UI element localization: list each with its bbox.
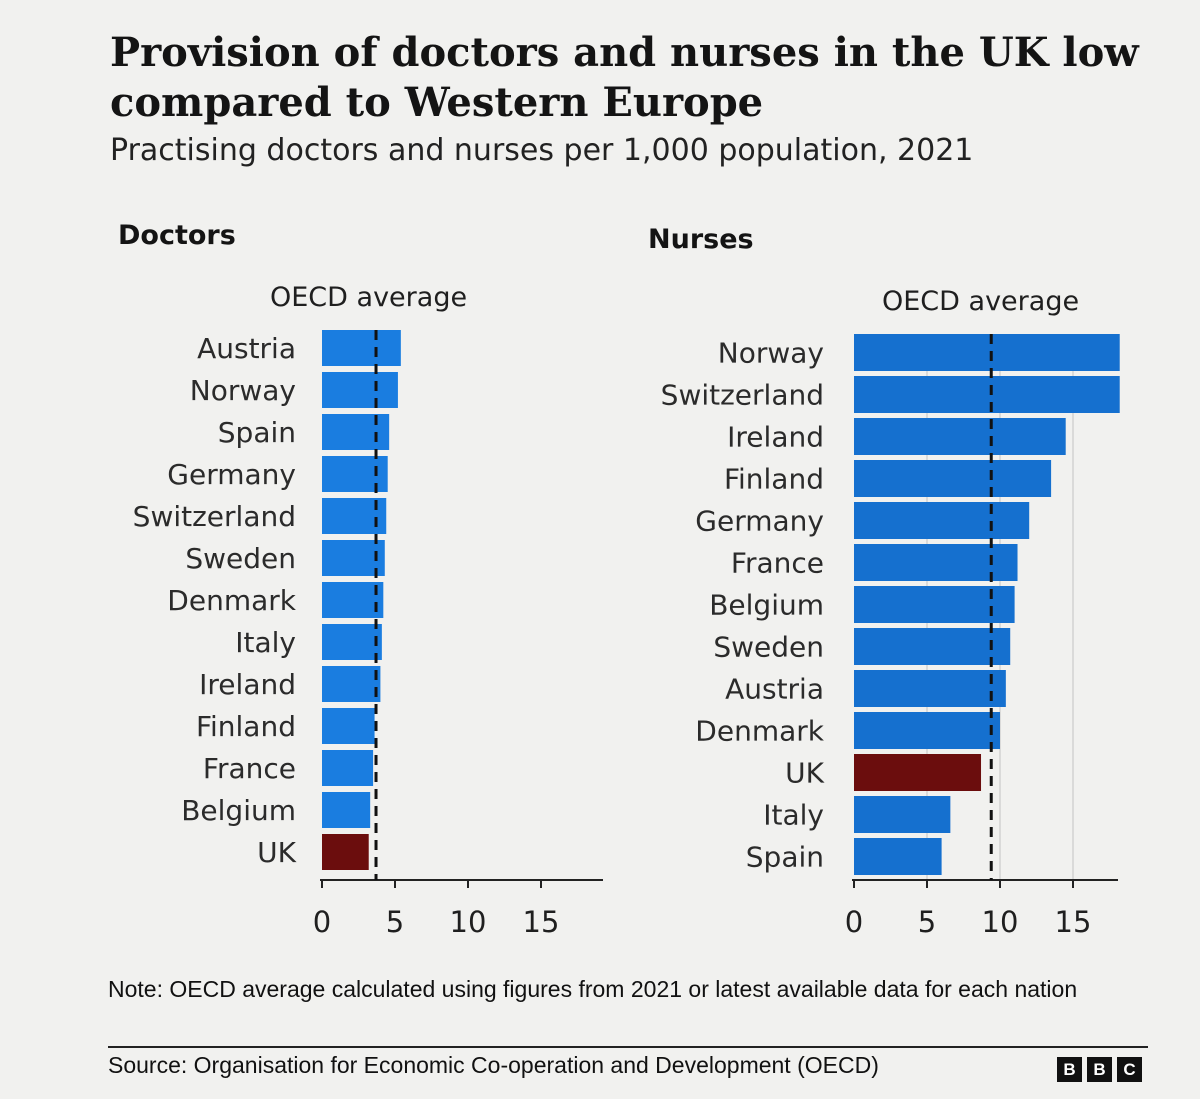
doctors-bar-france <box>322 750 374 786</box>
doctors-label-norway: Norway <box>190 374 296 407</box>
doctors-bar-finland <box>322 708 375 744</box>
doctors-bar-belgium <box>322 792 371 828</box>
nurses-panel-title: Nurses <box>648 224 754 255</box>
nurses-bar-uk <box>854 754 982 791</box>
doctors-bar-denmark <box>322 582 384 618</box>
nurses-label-austria: Austria <box>725 673 824 706</box>
nurses-label-uk: UK <box>785 757 824 790</box>
doctors-x-tick-label: 5 <box>386 905 404 939</box>
nurses-x-tick-label: 15 <box>1055 905 1092 939</box>
nurses-label-switzerland: Switzerland <box>661 379 824 412</box>
doctors-oecd-average-label: OECD average <box>270 282 467 313</box>
nurses-label-italy: Italy <box>763 799 824 832</box>
chart-note: Note: OECD average calculated using figu… <box>108 976 1078 1002</box>
bbc-logo-letter: B <box>1057 1057 1082 1082</box>
bbc-logo: B B C <box>1057 1057 1142 1082</box>
nurses-label-spain: Spain <box>746 841 824 874</box>
doctors-label-denmark: Denmark <box>167 584 296 617</box>
nurses-bar-ireland <box>854 418 1066 455</box>
nurses-bar-finland <box>854 460 1052 497</box>
nurses-label-france: France <box>731 547 824 580</box>
doctors-bar-ireland <box>322 666 381 702</box>
nurses-label-sweden: Sweden <box>713 631 824 664</box>
doctors-x-tick-label: 15 <box>523 905 560 939</box>
nurses-bar-sweden <box>854 628 1011 665</box>
doctors-label-germany: Germany <box>167 458 296 491</box>
bbc-logo-letter: C <box>1117 1057 1142 1082</box>
doctors-x-tick-label: 10 <box>450 905 487 939</box>
nurses-bar-norway <box>854 334 1120 371</box>
nurses-bar-france <box>854 544 1018 581</box>
nurses-x-tick-label: 5 <box>918 905 936 939</box>
doctors-label-austria: Austria <box>197 332 296 365</box>
doctors-label-sweden: Sweden <box>185 542 296 575</box>
bbc-logo-letter: B <box>1087 1057 1112 1082</box>
nurses-bar-italy <box>854 796 951 833</box>
nurses-bar-spain <box>854 838 942 875</box>
doctors-label-spain: Spain <box>218 416 296 449</box>
doctors-label-ireland: Ireland <box>199 668 296 701</box>
source-divider <box>108 1046 1148 1048</box>
nurses-label-finland: Finland <box>724 463 824 496</box>
chart-subtitle: Practising doctors and nurses per 1,000 … <box>110 133 974 168</box>
nurses-label-norway: Norway <box>718 337 824 370</box>
doctors-bar-uk <box>322 834 369 870</box>
nurses-bar-germany <box>854 502 1030 539</box>
doctors-bar-sweden <box>322 540 385 576</box>
doctors-label-italy: Italy <box>235 626 296 659</box>
doctors-label-uk: UK <box>257 836 296 869</box>
nurses-x-tick-label: 10 <box>982 905 1019 939</box>
nurses-oecd-average-label: OECD average <box>882 286 1079 317</box>
nurses-label-ireland: Ireland <box>727 421 824 454</box>
nurses-bar-denmark <box>854 712 1000 749</box>
doctors-bar-austria <box>322 330 401 366</box>
doctors-x-tick-label: 0 <box>313 905 331 939</box>
nurses-label-belgium: Belgium <box>709 589 824 622</box>
nurses-label-germany: Germany <box>695 505 824 538</box>
nurses-bar-austria <box>854 670 1006 707</box>
doctors-bar-spain <box>322 414 390 450</box>
nurses-label-denmark: Denmark <box>695 715 824 748</box>
doctors-panel-title: Doctors <box>118 220 236 251</box>
chart-source: Source: Organisation for Economic Co-ope… <box>108 1052 879 1078</box>
nurses-bar-switzerland <box>854 376 1120 413</box>
nurses-bar-belgium <box>854 586 1015 623</box>
doctors-label-switzerland: Switzerland <box>133 500 296 533</box>
doctors-label-belgium: Belgium <box>181 794 296 827</box>
doctors-bar-italy <box>322 624 382 660</box>
doctors-bar-germany <box>322 456 388 492</box>
doctors-bar-norway <box>322 372 398 408</box>
nurses-x-tick-label: 0 <box>845 905 863 939</box>
doctors-label-france: France <box>203 752 296 785</box>
doctors-label-finland: Finland <box>196 710 296 743</box>
chart-title: Provision of doctors and nurses in the U… <box>110 29 1139 126</box>
